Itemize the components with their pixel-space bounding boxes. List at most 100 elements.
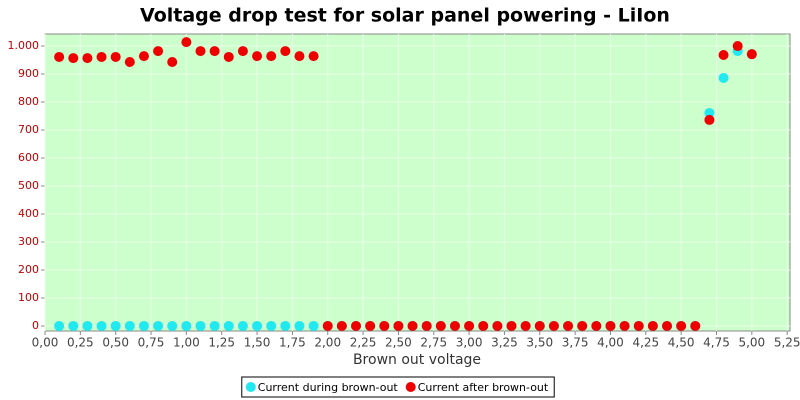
data-point	[96, 51, 107, 62]
data-point	[237, 46, 248, 57]
data-point	[266, 320, 277, 331]
x-tick-label: 5,25	[774, 336, 800, 350]
data-point	[676, 320, 687, 331]
y-tick-label: 100	[18, 291, 39, 304]
data-point	[732, 41, 743, 52]
data-point	[322, 320, 333, 331]
data-point	[252, 51, 263, 62]
y-tick-label: 400	[18, 207, 39, 220]
data-point	[506, 320, 517, 331]
data-point	[492, 320, 503, 331]
data-point	[252, 320, 263, 331]
data-point	[577, 320, 588, 331]
data-point	[336, 320, 347, 331]
data-point	[308, 320, 319, 331]
data-point	[662, 320, 673, 331]
x-tick-label: 4,50	[668, 336, 695, 350]
data-point	[110, 320, 121, 331]
data-point	[195, 320, 206, 331]
data-point	[167, 56, 178, 67]
data-point	[746, 49, 757, 60]
legend-label: Current after brown-out	[418, 381, 549, 394]
data-point	[237, 320, 248, 331]
x-tick-label: 1,00	[173, 336, 200, 350]
y-tick-label: 300	[18, 235, 39, 248]
data-point	[54, 320, 65, 331]
x-tick-label: 4,75	[703, 336, 730, 350]
y-tick-label: 600	[18, 151, 39, 164]
y-tick-label: 500	[18, 179, 39, 192]
x-tick-label: 3,75	[562, 336, 589, 350]
data-point	[223, 320, 234, 331]
legend-marker	[245, 382, 256, 392]
data-point	[690, 320, 701, 331]
data-point	[294, 320, 305, 331]
data-point	[209, 46, 220, 57]
data-point	[563, 320, 574, 331]
data-point	[54, 51, 65, 62]
data-point	[209, 320, 220, 331]
chart-title: Voltage drop test for solar panel poweri…	[140, 5, 670, 27]
x-tick-label: 3,00	[456, 336, 483, 350]
data-point	[280, 46, 291, 57]
x-tick-label: 0,25	[67, 336, 94, 350]
data-point	[619, 320, 630, 331]
data-point	[633, 320, 644, 331]
data-point	[421, 320, 432, 331]
data-point	[449, 320, 460, 331]
data-point	[181, 37, 192, 48]
data-point	[153, 320, 164, 331]
x-tick-label: 4,00	[597, 336, 624, 350]
data-point	[647, 320, 658, 331]
data-point	[591, 320, 602, 331]
data-point	[124, 320, 135, 331]
legend-box	[241, 376, 555, 398]
x-tick-label: 0,75	[138, 336, 165, 350]
data-point	[82, 53, 93, 64]
data-point	[82, 320, 93, 331]
data-point	[280, 320, 291, 331]
y-tick-label: 200	[18, 263, 39, 276]
data-point	[407, 320, 418, 331]
legend: Current during brown-out Current after br…	[241, 376, 555, 398]
x-tick-label: 3,50	[526, 336, 553, 350]
data-point	[110, 51, 121, 62]
data-point	[153, 46, 164, 57]
data-point	[379, 320, 390, 331]
data-point	[548, 320, 559, 331]
x-tick-label: 2,00	[314, 336, 341, 350]
x-tick-label: 5,00	[738, 336, 765, 350]
data-point	[520, 320, 531, 331]
data-point	[464, 320, 475, 331]
legend-marker	[405, 382, 416, 392]
data-point	[704, 114, 715, 125]
x-tick-label: 1,75	[279, 336, 306, 350]
data-point	[68, 53, 79, 64]
data-point	[718, 49, 729, 60]
data-point	[478, 320, 489, 331]
x-tick-label: 0,00	[32, 336, 59, 350]
data-point	[718, 72, 729, 83]
data-point	[167, 320, 178, 331]
legend-label: Current during brown-out	[258, 381, 399, 394]
data-point	[96, 320, 107, 331]
x-tick-label: 3,25	[491, 336, 518, 350]
data-point	[534, 320, 545, 331]
data-point	[435, 320, 446, 331]
y-tick-label: 0	[32, 319, 39, 332]
data-point	[351, 320, 362, 331]
x-tick-label: 2,50	[385, 336, 412, 350]
x-tick-label: 4,25	[632, 336, 659, 350]
x-axis-label: Brown out voltage	[353, 352, 481, 368]
data-point	[605, 320, 616, 331]
data-point	[393, 320, 404, 331]
x-tick-label: 0,50	[102, 336, 129, 350]
y-tick-label: 700	[18, 123, 39, 136]
data-point	[195, 46, 206, 57]
data-point	[68, 320, 79, 331]
x-tick-label: 1,25	[208, 336, 235, 350]
data-point	[704, 107, 715, 118]
plot-area	[44, 33, 791, 332]
y-tick-label: 900	[18, 67, 39, 80]
